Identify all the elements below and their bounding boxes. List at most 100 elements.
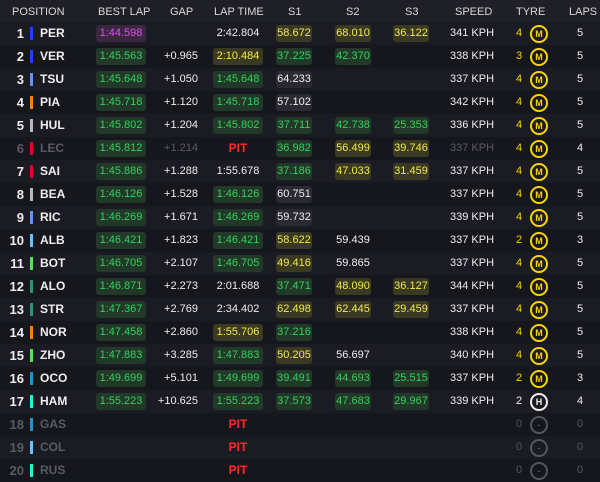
- table-row[interactable]: 15 ZHO 1:47.883 +3.285 1:47.883 50.205 56.697 3…: [0, 344, 600, 367]
- speed-trap: 337 KPH: [450, 257, 495, 269]
- table-row[interactable]: 12 ALO 1:46.871 +2.273 2:01.688 37.471 48.090 3…: [0, 275, 600, 298]
- tyre-age: 4: [515, 73, 523, 85]
- speed-trap: 336 KPH: [450, 119, 495, 131]
- driver-code[interactable]: ALB: [40, 233, 65, 247]
- sector-3-time: 25.353: [393, 117, 429, 134]
- team-color-bar: [30, 441, 33, 454]
- sector-1-time: 62.498: [276, 301, 312, 318]
- driver-code[interactable]: SAI: [40, 164, 61, 178]
- table-row[interactable]: 11 BOT 1:46.705 +2.107 1:46.705 49.416 59.865 3…: [0, 252, 600, 275]
- table-row[interactable]: 7 SAI 1:45.886 +1.288 1:55.678 37.186 47.033 31…: [0, 160, 600, 183]
- sector-1-time: 58.622: [276, 232, 312, 249]
- gap-value: +1.528: [164, 188, 198, 200]
- header-position: POSITION: [12, 6, 65, 18]
- driver-code[interactable]: HUL: [40, 118, 65, 132]
- medium-tyre-icon: M: [530, 347, 548, 365]
- table-row[interactable]: 19 COL PIT 0-0: [0, 436, 600, 459]
- driver-code[interactable]: PER: [40, 26, 65, 40]
- sector-3-time: 29.459: [393, 301, 429, 318]
- table-row[interactable]: 6 LEC 1:45.812 +1.214 PIT 36.982 56.499 39.746 3…: [0, 137, 600, 160]
- sector-1-time: 50.205: [276, 347, 312, 364]
- header-gap: GAP: [170, 6, 194, 18]
- table-row[interactable]: 10 ALB 1:46.421 +1.823 1:46.421 58.622 59.439 3…: [0, 229, 600, 252]
- driver-code[interactable]: NOR: [40, 325, 67, 339]
- gap-value: +1.120: [164, 96, 198, 108]
- best-lap-time: 1:45.648: [96, 71, 146, 88]
- table-row[interactable]: 1 PER 1:44.598 2:42.804 58.672 68.010 36.122 34…: [0, 22, 600, 45]
- driver-code[interactable]: BEA: [40, 187, 66, 201]
- laps-count: 5: [576, 326, 584, 338]
- sector-2-time: 42.370: [335, 48, 371, 65]
- sector-2-time: 59.439: [336, 234, 370, 246]
- table-row[interactable]: 8 BEA 1:46.126 +1.528 1:46.126 60.751 337 KPH 4…: [0, 183, 600, 206]
- table-row[interactable]: 2 VER 1:45.563 +0.965 2:10.484 37.225 42.370 33…: [0, 45, 600, 68]
- laps-count: 5: [576, 303, 584, 315]
- table-row[interactable]: 5 HUL 1:45.802 +1.204 1:45.802 37.711 42.738 25…: [0, 114, 600, 137]
- lap-time: 2:01.688: [216, 280, 260, 292]
- gap-value: +1.671: [164, 211, 198, 223]
- driver-code[interactable]: VER: [40, 49, 65, 63]
- sector-1-time: 37.216: [276, 324, 312, 341]
- driver-code[interactable]: COL: [40, 440, 66, 454]
- header-speed: SPEED: [455, 6, 493, 18]
- sector-1-time: 58.672: [276, 25, 312, 42]
- header-s2: S2: [346, 6, 360, 18]
- driver-code[interactable]: RIC: [40, 210, 61, 224]
- lap-time: 1:45.718: [213, 94, 263, 111]
- gap-value: +2.769: [164, 303, 198, 315]
- sector-1-time: 39.491: [276, 370, 312, 387]
- table-row[interactable]: 17 HAM 1:55.223 +10.625 1:55.223 37.573 47.683…: [0, 390, 600, 413]
- sector-2-time: 62.445: [335, 301, 371, 318]
- driver-code[interactable]: HAM: [40, 394, 68, 408]
- lap-time: 2:42.804: [216, 27, 260, 39]
- best-lap-time: 1:46.269: [96, 209, 146, 226]
- laps-count: 3: [576, 372, 584, 384]
- unknown-tyre-icon: -: [530, 416, 548, 434]
- position-number: 16: [9, 371, 24, 386]
- best-lap-time: 1:45.886: [96, 163, 146, 180]
- driver-code[interactable]: TSU: [40, 72, 64, 86]
- team-color-bar: [30, 165, 33, 178]
- best-lap-time: 1:47.883: [96, 347, 146, 364]
- position-number: 17: [9, 394, 24, 409]
- tyre-age: 2: [515, 372, 523, 384]
- table-row[interactable]: 20 RUS PIT 0-0: [0, 459, 600, 482]
- speed-trap: 338 KPH: [450, 326, 495, 338]
- sector-1-time: 49.416: [276, 255, 312, 272]
- best-lap-time: 1:46.705: [96, 255, 146, 272]
- tyre-age: 2: [515, 395, 523, 407]
- driver-code[interactable]: LEC: [40, 141, 64, 155]
- driver-code[interactable]: RUS: [40, 463, 66, 477]
- driver-code[interactable]: GAS: [40, 417, 67, 431]
- position-number: 1: [16, 26, 24, 41]
- table-row[interactable]: 4 PIA 1:45.718 +1.120 1:45.718 57.102 342 KPH 4…: [0, 91, 600, 114]
- table-row[interactable]: 14 NOR 1:47.458 +2.860 1:55.706 37.216 338 KPH…: [0, 321, 600, 344]
- position-number: 6: [16, 141, 24, 156]
- gap-value: +3.285: [164, 349, 198, 361]
- driver-code[interactable]: STR: [40, 302, 64, 316]
- team-color-bar: [30, 142, 33, 155]
- team-color-bar: [30, 303, 33, 316]
- sector-1-time: 37.711: [276, 117, 312, 134]
- gap-value: +1.288: [164, 165, 198, 177]
- laps-count: 5: [576, 211, 584, 223]
- driver-code[interactable]: ZHO: [40, 348, 66, 362]
- table-row[interactable]: 9 RIC 1:46.269 +1.671 1:46.269 59.732 339 KPH 4…: [0, 206, 600, 229]
- gap-value: +5.101: [164, 372, 198, 384]
- table-row[interactable]: 3 TSU 1:45.648 +1.050 1:45.648 64.233 337 KPH 4…: [0, 68, 600, 91]
- position-number: 12: [9, 279, 24, 294]
- medium-tyre-icon: M: [530, 209, 548, 227]
- table-row[interactable]: 18 GAS PIT 0-0: [0, 413, 600, 436]
- header-lap-time: LAP TIME: [214, 6, 264, 18]
- table-row[interactable]: 13 STR 1:47.367 +2.769 2:34.402 62.498 62.445 2…: [0, 298, 600, 321]
- laps-count: 5: [576, 280, 584, 292]
- position-number: 3: [16, 72, 24, 87]
- driver-code[interactable]: OCO: [40, 371, 68, 385]
- tyre-age: 0: [515, 418, 523, 430]
- driver-code[interactable]: BOT: [40, 256, 66, 270]
- best-lap-time: 1:46.871: [96, 278, 146, 295]
- sector-1-time: 59.732: [276, 209, 312, 226]
- table-row[interactable]: 16 OCO 1:49.699 +5.101 1:49.699 39.491 44.693 2…: [0, 367, 600, 390]
- driver-code[interactable]: PIA: [40, 95, 61, 109]
- driver-code[interactable]: ALO: [40, 279, 66, 293]
